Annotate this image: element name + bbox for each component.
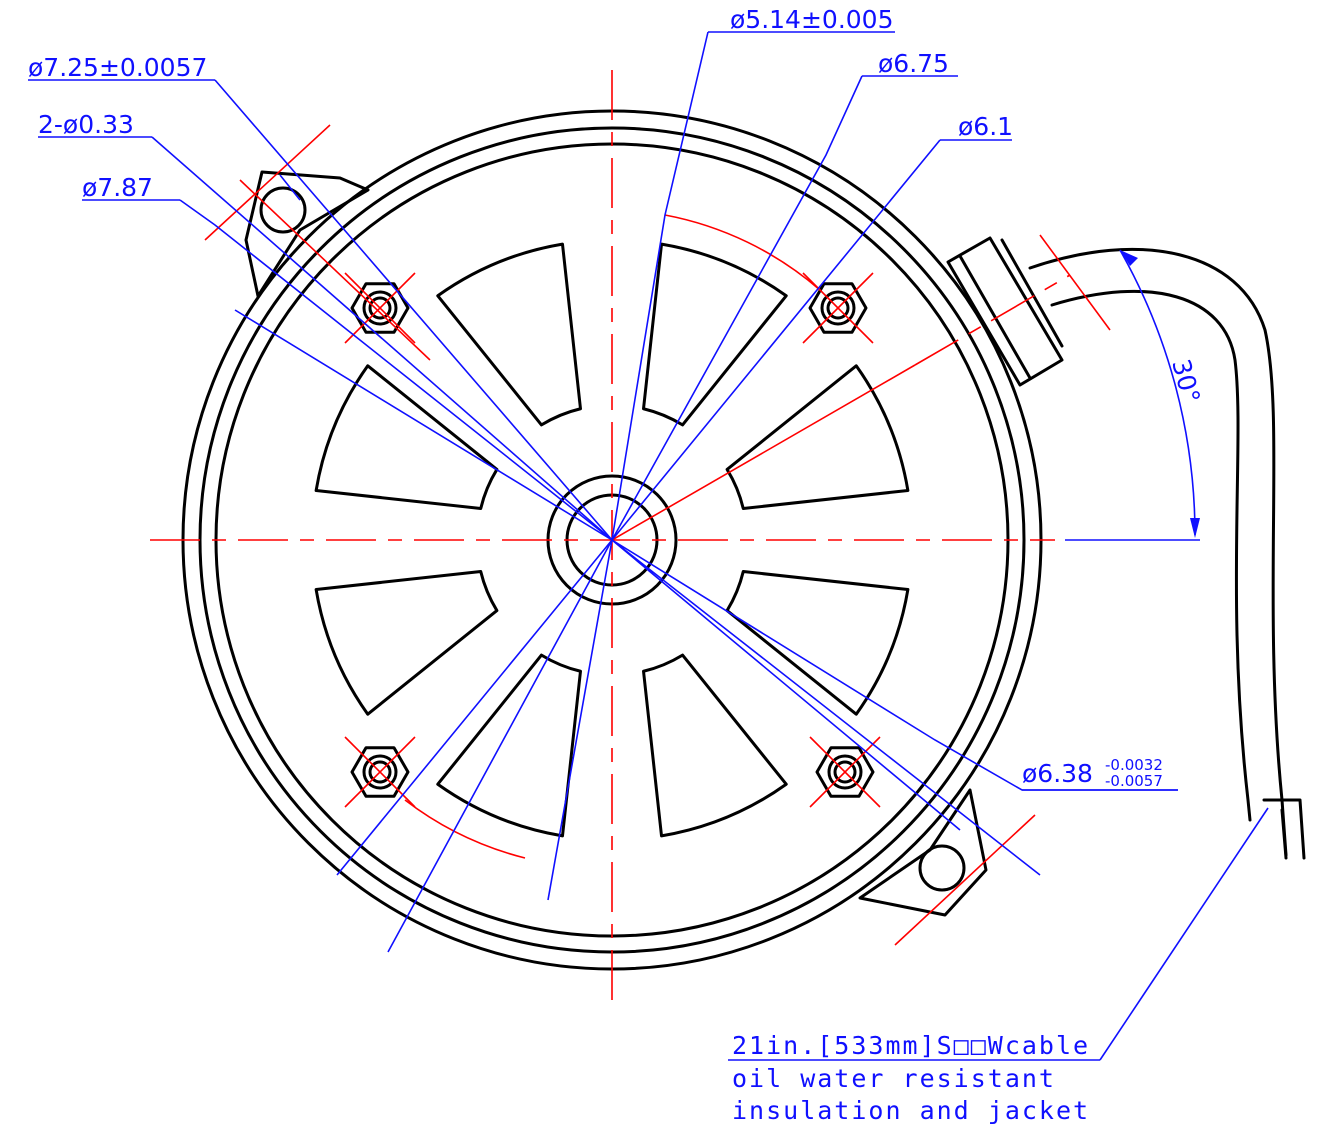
vent-slot: [316, 572, 497, 715]
drawing: ø5.14±0.005 ø6.75 ø6.1 ø7.25±0.0057 2-ø0…: [0, 0, 1326, 1128]
leader: [612, 540, 1178, 875]
ext-line: [240, 180, 430, 360]
mount-hole: [920, 846, 964, 890]
ext-line: [1040, 235, 1110, 330]
dimension-label: ø7.25±0.0057: [28, 53, 207, 82]
center-line: [612, 365, 915, 540]
vent-slot: [438, 655, 581, 836]
cable-note: 21in.[533mm]S□□Wcable: [732, 1031, 1090, 1060]
leaders: [152, 32, 1268, 1060]
dimension-label: 2-ø0.33: [38, 110, 134, 139]
dimension-label: ø7.87: [82, 173, 153, 202]
ext-line: [895, 815, 1035, 945]
vent-slot: [644, 655, 787, 836]
vent-slot: [727, 366, 908, 509]
cable-note: insulation and jacket: [732, 1096, 1090, 1125]
tolerance-lower: -0.0057: [1105, 772, 1163, 790]
vent-slot: [316, 366, 497, 509]
mount-hole: [261, 188, 305, 232]
vent-slot: [727, 572, 908, 715]
vent-slot: [644, 244, 787, 425]
bolt-circle-arc: [405, 800, 525, 858]
labels: ø5.14±0.005 ø6.75 ø6.1 ø7.25±0.0057 2-ø0…: [28, 5, 1206, 1125]
leader: [388, 76, 862, 952]
cable-note: oil water resistant: [732, 1064, 1056, 1093]
cable: [1052, 291, 1250, 820]
leader: [180, 200, 612, 540]
leader: [548, 32, 708, 900]
bolt-circle-arc: [665, 215, 820, 290]
leader: [1100, 808, 1268, 1060]
vent-slot: [438, 244, 581, 425]
dimension-label: ø6.75: [878, 49, 949, 78]
angle-label: 30°: [1166, 356, 1205, 406]
dimension-label: ø6.1: [958, 112, 1013, 141]
dimension-label: ø6.38: [1022, 759, 1093, 788]
dimension-label: ø5.14±0.005: [730, 5, 893, 34]
center-lines: [150, 70, 1110, 1000]
